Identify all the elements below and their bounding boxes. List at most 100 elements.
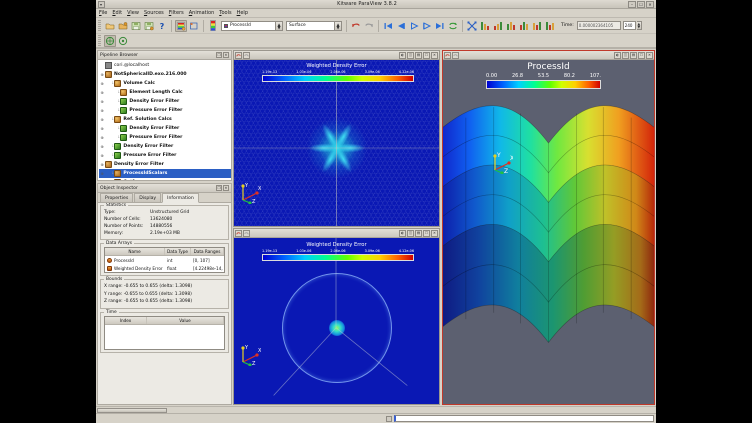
undo-camera-icon-2[interactable] xyxy=(235,229,242,237)
inspector-close-button[interactable]: ✕ xyxy=(223,185,229,191)
pipeline-item-density-error-filter[interactable]: ⊕ Density Error Filter xyxy=(99,160,231,169)
camera-minus-y-button[interactable] xyxy=(518,20,530,32)
frame-spinner-icon[interactable]: ▲ ▼ xyxy=(636,21,642,30)
expander-icon[interactable]: ⊕ xyxy=(100,162,104,167)
camera-plus-y-button[interactable] xyxy=(505,20,517,32)
right-canvas[interactable]: ProcessId 0.00 26.8 53.5 80.2 107. X Y Z xyxy=(443,60,654,404)
rescale-to-data-range-button[interactable] xyxy=(188,20,200,32)
pipeline-item-pressure-error-filter[interactable]: ⊕ └ Pressure Error Filter xyxy=(99,133,231,142)
pipeline-item-cori-localhost[interactable]: cori.@localhost xyxy=(99,61,231,70)
center-axes-visibility-button[interactable] xyxy=(104,34,116,47)
camera-plus-z-button[interactable] xyxy=(531,20,543,32)
reset-camera-button[interactable] xyxy=(466,20,478,32)
pipeline-item-pressure-error-filter[interactable]: ⊕ └ Pressure Error Filter xyxy=(99,151,231,160)
data-array-row[interactable]: Weighted Density Error float [4.22498e-14,… xyxy=(105,264,224,272)
system-menu-button[interactable]: ▾ xyxy=(96,0,106,8)
expander-icon[interactable]: ⊕ xyxy=(100,72,104,77)
expander-icon[interactable]: ⊕ xyxy=(100,126,104,131)
pipeline-item-notsphericalid-exo-216-000[interactable]: ⊕ NotSphericalID.exo.216.000 xyxy=(99,70,231,79)
expander-icon[interactable]: ⊕ xyxy=(100,108,104,113)
render-view-top-center[interactable]: ◐ ◫ ▤ ☐ ✕ Weighted Density Error 1.19e-13… xyxy=(233,50,440,227)
expander-icon[interactable]: ⊕ xyxy=(100,90,104,95)
expander-icon[interactable]: ⊕ xyxy=(100,153,104,158)
adjust-camera-icon[interactable]: ◐ xyxy=(399,51,406,59)
representation-select[interactable]: Surface ▲ ▼ xyxy=(286,20,342,31)
pipeline-item-pressure-error-filter[interactable]: ⊕ └ Pressure Error Filter xyxy=(99,106,231,115)
adjust-camera-icon-2[interactable]: ◐ xyxy=(399,229,406,237)
expander-icon[interactable]: ⊕ xyxy=(100,81,104,86)
pipeline-tree[interactable]: cori.@localhost ⊕ NotSphericalID.exo.216.0… xyxy=(98,60,231,180)
expander-icon[interactable]: ⊕ xyxy=(100,99,104,104)
pipeline-item-density-error-filter[interactable]: ⊕ └ Density Error Filter xyxy=(99,97,231,106)
redo-camera-icon-3[interactable] xyxy=(452,51,459,59)
open-file-button[interactable] xyxy=(104,20,116,32)
menu-edit[interactable]: Edit xyxy=(112,10,123,16)
pipeline-float-button[interactable]: ❐ xyxy=(216,52,222,58)
scroll-thumb[interactable] xyxy=(97,407,167,413)
data-array-row[interactable]: ProcessId int [0, 107] xyxy=(105,256,224,264)
color-legend-icon[interactable] xyxy=(207,20,219,32)
menu-filters[interactable]: Filters xyxy=(168,10,184,16)
time-input[interactable]: 0.000002364105 xyxy=(576,21,621,30)
play-button[interactable] xyxy=(408,20,420,32)
redo-camera-icon-2[interactable] xyxy=(243,229,250,237)
time-table[interactable]: Index Value xyxy=(104,315,225,350)
pipeline-item-cut1[interactable]: ⊕└Cut1 xyxy=(99,178,231,180)
maximize-view-icon[interactable]: ☐ xyxy=(423,51,430,59)
tab-information[interactable]: Information xyxy=(162,193,199,203)
frame-input[interactable]: 240 xyxy=(622,21,636,30)
tab-display[interactable]: Display xyxy=(134,193,162,202)
redo-camera-icon[interactable] xyxy=(243,51,250,59)
maximize-view-icon-3[interactable]: ☐ xyxy=(638,51,645,59)
undo-camera-icon[interactable] xyxy=(235,51,242,59)
expander-icon[interactable]: ⊕ xyxy=(100,144,104,149)
toolbar-grip[interactable] xyxy=(98,19,101,32)
pipeline-item-volume-calc[interactable]: ⊕ └ Volume Calc xyxy=(99,79,231,88)
close-view-icon[interactable]: ✕ xyxy=(431,51,438,59)
pipeline-item-density-error-filter[interactable]: ⊕ └ Density Error Filter xyxy=(99,142,231,151)
split-horizontal-icon-3[interactable]: ◫ xyxy=(622,51,629,59)
expander-icon[interactable]: ⊕ xyxy=(100,117,104,122)
render-view-bottom-center[interactable]: ◐ ◫ ▤ ☐ ✕ Weighted Density Error 1.19e-13… xyxy=(233,228,440,405)
tab-properties[interactable]: Properties xyxy=(100,193,134,202)
pipeline-item-processidscalars[interactable]: ⊕ └ ProcessIdScalars xyxy=(99,169,231,178)
close-view-icon-3[interactable]: ✕ xyxy=(646,51,653,59)
menu-animation[interactable]: Animation xyxy=(188,10,215,16)
close-view-icon-2[interactable]: ✕ xyxy=(431,229,438,237)
minimize-button[interactable]: – xyxy=(628,0,636,8)
maximize-button[interactable]: ☐ xyxy=(637,0,645,8)
save-data-button[interactable] xyxy=(130,20,142,32)
menu-sources[interactable]: Sources xyxy=(143,10,164,16)
data-arrays-table[interactable]: Name Data Type Data Ranges ProcessId int [… xyxy=(104,247,225,273)
adjust-camera-icon-3[interactable]: ◐ xyxy=(614,51,621,59)
pipeline-browser-body[interactable]: cori.@localhost ⊕ NotSphericalID.exo.216.0… xyxy=(98,60,231,180)
split-horizontal-icon-2[interactable]: ◫ xyxy=(407,229,414,237)
first-frame-button[interactable] xyxy=(382,20,394,32)
object-inspector-tabs[interactable]: Properties Display Information xyxy=(98,193,231,203)
previous-frame-button[interactable] xyxy=(395,20,407,32)
camera-minus-z-button[interactable] xyxy=(544,20,556,32)
camera-minus-x-button[interactable] xyxy=(492,20,504,32)
undo-camera-icon-3[interactable] xyxy=(444,51,451,59)
split-vertical-icon-3[interactable]: ▤ xyxy=(630,51,637,59)
maximize-view-icon-2[interactable]: ☐ xyxy=(423,229,430,237)
menu-file[interactable]: File xyxy=(99,10,108,16)
toolbar-grip-2[interactable] xyxy=(98,34,101,47)
last-frame-button[interactable] xyxy=(434,20,446,32)
pipeline-item-element-length-calc[interactable]: ⊕ └ Element Length Calc xyxy=(99,88,231,97)
bottom-center-canvas[interactable]: Weighted Density Error 1.19e-13 1.03e-06 2.… xyxy=(234,238,439,404)
loop-button[interactable] xyxy=(447,20,459,32)
open-recent-button[interactable] xyxy=(117,20,129,32)
split-vertical-icon[interactable]: ▤ xyxy=(415,51,422,59)
color-by-chevron-icon[interactable]: ▲ ▼ xyxy=(275,21,282,30)
menu-tools[interactable]: Tools xyxy=(219,10,232,16)
camera-plus-x-button[interactable] xyxy=(479,20,491,32)
help-button[interactable]: ? xyxy=(156,20,168,32)
menu-view[interactable]: View xyxy=(127,10,139,16)
split-horizontal-icon[interactable]: ◫ xyxy=(407,51,414,59)
pipeline-close-button[interactable]: ✕ xyxy=(223,52,229,58)
inspector-float-button[interactable]: ❐ xyxy=(216,185,222,191)
pipeline-item-ref-solution-calcs[interactable]: ⊕ └ Ref. Solution Calcs xyxy=(99,115,231,124)
menu-help[interactable]: Help xyxy=(236,10,248,16)
edit-color-map-button[interactable] xyxy=(175,19,187,32)
